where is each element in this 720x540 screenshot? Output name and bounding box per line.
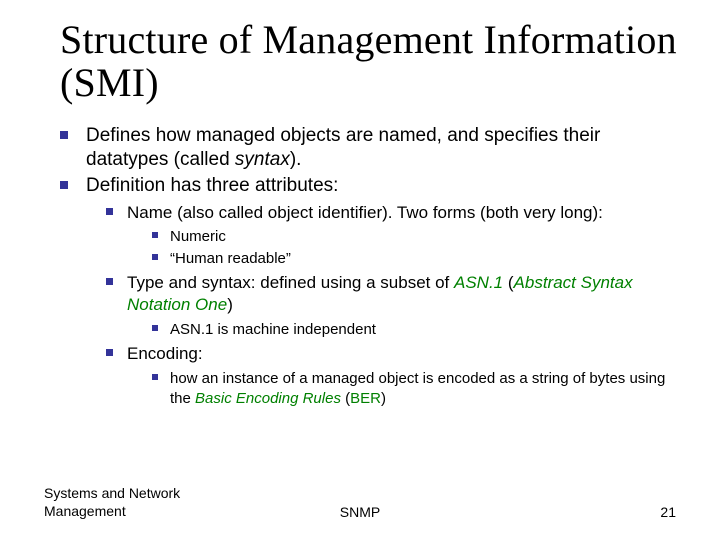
bullet-lvl3: “Human readable” (152, 249, 684, 269)
slide-footer: Systems and Network Management SNMP 21 (44, 485, 676, 520)
text-run: ) (227, 295, 233, 314)
text-accent: BER (350, 390, 381, 407)
square-bullet-icon (152, 232, 158, 238)
text-italic: syntax (235, 149, 290, 170)
square-bullet-icon (152, 374, 158, 380)
bullet-lvl1: Defines how managed objects are named, a… (60, 124, 684, 172)
bullet-lvl3: Numeric (152, 227, 684, 247)
bullet-text: Definition has three attributes: (86, 174, 338, 198)
bullet-text: Numeric (170, 227, 226, 247)
square-bullet-icon (106, 278, 113, 285)
footer-text: Management (44, 503, 180, 521)
slide-title: Structure of Management Information (SMI… (60, 18, 684, 104)
text-run: Defines how managed objects are named, a… (86, 125, 600, 170)
bullet-lvl2: Encoding: (106, 343, 684, 365)
text-run: ( (503, 273, 513, 292)
bullet-text: “Human readable” (170, 249, 291, 269)
bullet-lvl3: how an instance of a managed object is e… (152, 369, 684, 408)
square-bullet-icon (152, 254, 158, 260)
text-run: ) (381, 390, 386, 407)
text-run: ( (341, 390, 350, 407)
text-accent: Basic Encoding Rules (195, 390, 341, 407)
text-run: Type and syntax: defined using a subset … (127, 273, 454, 292)
text-run: ). (290, 149, 302, 170)
text-accent: ASN.1 (454, 273, 503, 292)
bullet-lvl2: Name (also called object identifier). Tw… (106, 202, 684, 224)
square-bullet-icon (152, 325, 158, 331)
square-bullet-icon (60, 131, 68, 139)
bullet-text: how an instance of a managed object is e… (170, 369, 684, 408)
bullet-lvl3: ASN.1 is machine independent (152, 320, 684, 340)
bullet-lvl1: Definition has three attributes: (60, 174, 684, 198)
square-bullet-icon (106, 208, 113, 215)
bullet-text: ASN.1 is machine independent (170, 320, 376, 340)
bullet-text: Type and syntax: defined using a subset … (127, 272, 684, 316)
footer-center: SNMP (340, 504, 380, 520)
bullet-lvl2: Type and syntax: defined using a subset … (106, 272, 684, 316)
square-bullet-icon (60, 181, 68, 189)
footer-text: Systems and Network (44, 485, 180, 503)
slide: Structure of Management Information (SMI… (0, 0, 720, 540)
square-bullet-icon (106, 349, 113, 356)
bullet-text: Name (also called object identifier). Tw… (127, 202, 603, 224)
bullet-text: Encoding: (127, 343, 203, 365)
footer-left: Systems and Network Management (44, 485, 180, 520)
bullet-text: Defines how managed objects are named, a… (86, 124, 684, 172)
page-number: 21 (660, 504, 676, 520)
